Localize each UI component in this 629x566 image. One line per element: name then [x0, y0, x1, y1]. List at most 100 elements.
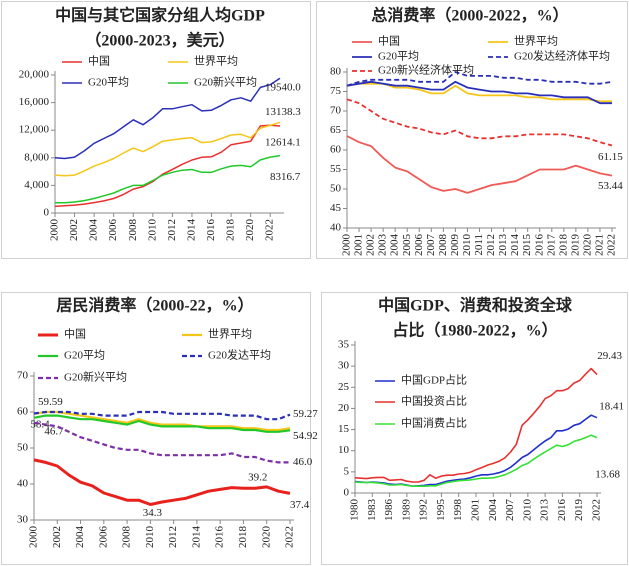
- legend-label: G20平均: [378, 50, 419, 63]
- legend-label: G20新兴经济体平均: [378, 63, 474, 77]
- legend-label: 世界平均: [208, 328, 252, 341]
- data-label: 8316.7: [270, 171, 301, 183]
- x-tick-label: 2019: [569, 234, 581, 257]
- y-tick-label: 60: [17, 406, 29, 418]
- y-tick-label: 4,000: [24, 179, 49, 191]
- series-line: [54, 124, 281, 208]
- data-label: 53.44: [598, 180, 623, 192]
- x-tick-label: 2006: [97, 526, 109, 549]
- legend-label: 中国: [64, 328, 86, 341]
- series-line: [54, 121, 281, 177]
- data-label: 61.15: [598, 151, 623, 163]
- series-line: [346, 135, 613, 194]
- y-tick-label: 8,000: [24, 151, 49, 163]
- legend-label: 中国GDP占比: [401, 373, 467, 387]
- series-line: [33, 421, 290, 464]
- x-tick-label: 2002: [68, 219, 80, 241]
- x-tick-label: 2022: [264, 219, 276, 241]
- x-tick-label: 2001: [470, 499, 482, 521]
- x-tick-label: 2021: [593, 234, 605, 256]
- x-tick-label: 2002: [51, 526, 63, 548]
- x-tick-label: 2012: [167, 526, 179, 548]
- x-tick-label: 2012: [485, 234, 497, 256]
- y-tick-label: 45: [330, 202, 342, 214]
- y-tick-label: 30: [17, 514, 29, 526]
- x-tick-label: 2002: [365, 234, 377, 256]
- x-tick-label: 2013: [539, 499, 551, 522]
- x-tick-label: 2008: [121, 526, 133, 549]
- x-tick-label: 2008: [437, 234, 449, 257]
- x-tick-label: 2012: [166, 219, 178, 241]
- legend-label: G20平均: [64, 349, 105, 362]
- x-tick-label: 2018: [557, 234, 569, 257]
- panel-frame: [1, 1, 311, 259]
- data-label: 29.43: [597, 350, 622, 362]
- x-tick-label: 2007: [425, 234, 437, 257]
- y-tick-label: 40: [17, 478, 29, 490]
- legend-label: 世界平均: [194, 55, 238, 68]
- x-tick-label: 2004: [487, 499, 499, 522]
- x-tick-label: 2010: [521, 499, 533, 522]
- legend-label: G20发达平均: [208, 348, 271, 362]
- chart-title: 总消费率（2000-2022，%）: [371, 6, 568, 25]
- legend-label: G20新兴平均: [194, 75, 257, 89]
- y-tick-label: 12,000: [19, 124, 50, 136]
- x-tick-label: 2008: [127, 219, 139, 242]
- x-tick-label: 1995: [435, 499, 447, 522]
- x-tick-label: 2020: [260, 526, 272, 549]
- legend-label: 中国: [378, 35, 400, 48]
- x-tick-label: 2004: [389, 234, 401, 257]
- x-tick-label: 2000: [49, 219, 61, 242]
- series-line: [354, 434, 598, 487]
- legend-label: 中国消费占比: [401, 416, 467, 430]
- data-label: 19540.0: [265, 82, 301, 94]
- x-tick-label: 1980: [349, 499, 361, 522]
- legend-label: 中国: [88, 55, 110, 68]
- data-label: 46.0: [293, 456, 313, 468]
- data-label: 34.3: [143, 507, 163, 519]
- x-tick-label: 2022: [591, 499, 603, 521]
- x-tick-label: 2004: [88, 219, 100, 242]
- panel-frame: [1, 292, 311, 565]
- x-tick-label: 2000: [341, 234, 353, 257]
- x-tick-label: 2022: [606, 234, 618, 256]
- y-tick-label: 80: [330, 66, 342, 78]
- y-tick-label: 16,000: [19, 96, 50, 108]
- series-line: [55, 154, 281, 204]
- x-tick-label: 2007: [504, 498, 516, 521]
- panel-frame: [316, 1, 628, 259]
- legend-label: G20平均: [88, 76, 129, 89]
- data-label: 59.59: [38, 396, 63, 408]
- data-label: 59.27: [293, 408, 318, 420]
- legend-label: G20发达经济体平均: [514, 49, 610, 63]
- x-tick-label: 2009: [449, 234, 461, 257]
- series-line: [54, 77, 281, 160]
- series-line: [33, 410, 291, 421]
- data-label: 37.4: [290, 499, 310, 511]
- x-tick-label: 1986: [383, 499, 395, 522]
- x-tick-label: 2016: [533, 234, 545, 257]
- legend-label: G20新兴平均: [64, 370, 127, 384]
- chart-title: 中国与其它国家分组人均GDP: [55, 6, 265, 25]
- panel-frame: [321, 292, 628, 565]
- legend-label: 中国投资占比: [401, 394, 467, 408]
- x-tick-label: 2014: [185, 219, 197, 242]
- y-tick-label: 55: [330, 163, 342, 175]
- y-tick-label: 15: [338, 423, 350, 435]
- x-tick-label: 2006: [107, 219, 119, 242]
- x-tick-label: 1983: [366, 499, 378, 522]
- x-tick-label: 2018: [225, 219, 237, 242]
- x-tick-label: 2016: [214, 526, 226, 549]
- legend-label: 世界平均: [514, 35, 558, 48]
- x-tick-label: 2010: [144, 526, 156, 549]
- x-tick-label: 2000: [28, 526, 40, 549]
- series-line: [346, 98, 613, 147]
- x-tick-label: 2020: [581, 234, 593, 257]
- y-tick-label: 20: [338, 402, 350, 414]
- series-line: [346, 71, 613, 87]
- x-tick-label: 1992: [418, 499, 430, 521]
- x-tick-label: 2020: [244, 218, 256, 241]
- series-line: [346, 82, 612, 103]
- chart-title: 中国GDP、消费和投资全球: [378, 296, 573, 315]
- x-tick-label: 2003: [377, 234, 389, 257]
